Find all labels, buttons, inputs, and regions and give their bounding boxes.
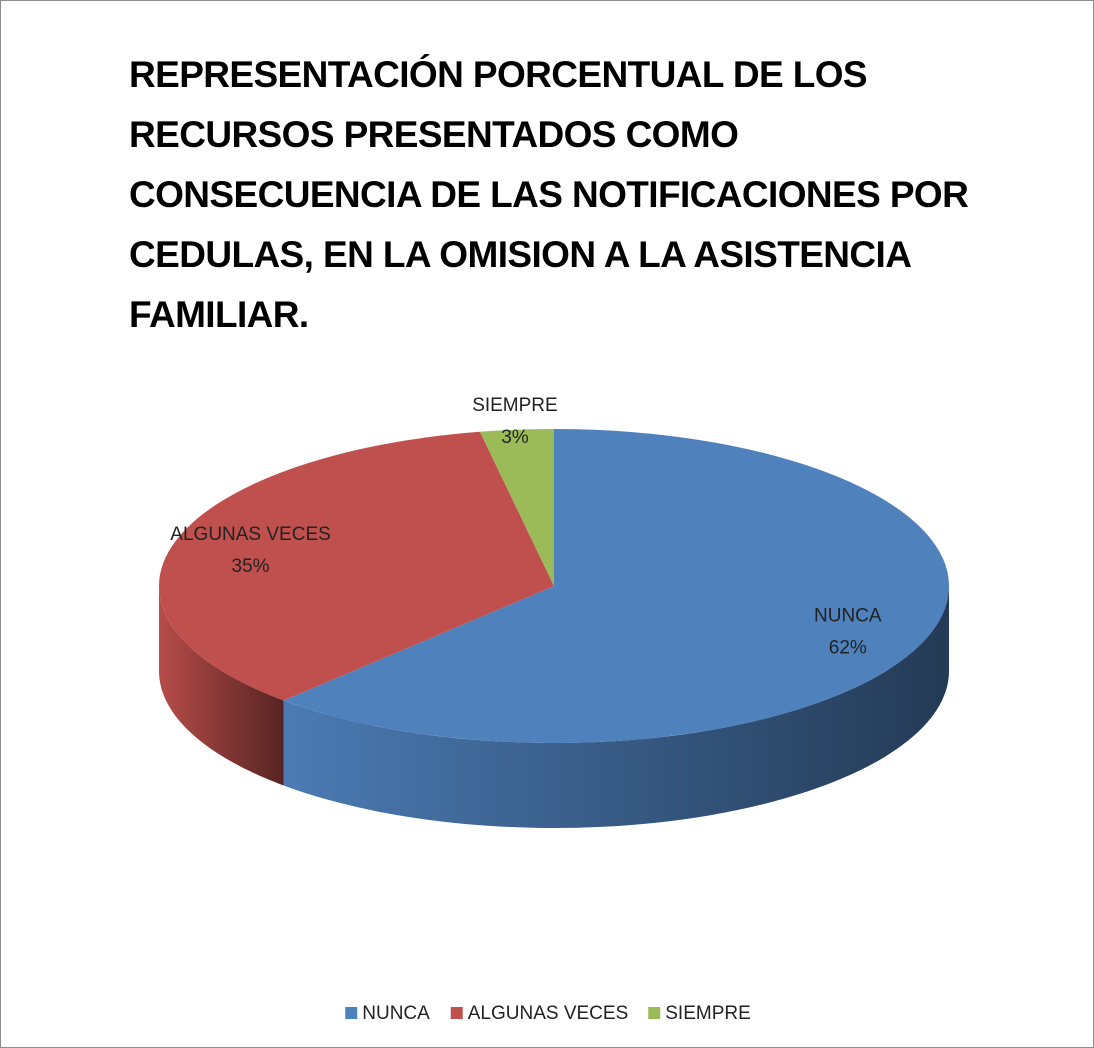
slice-side-shade [159,586,284,786]
legend-label: ALGUNAS VECES [468,1003,629,1024]
data-label-name: ALGUNAS VECES [170,524,331,545]
legend-swatch [345,1007,358,1019]
data-label: 3% [501,427,529,448]
data-label: 62% [829,637,867,658]
slice [479,429,554,586]
slice [158,431,554,701]
legend-swatch [450,1007,463,1019]
legend-swatch [648,1007,661,1019]
slice [283,429,949,743]
legend-label: NUNCA [362,1003,430,1024]
data-label: 35% [232,556,270,577]
legend-label: SIEMPRE [665,1003,751,1024]
slice-side-shade [283,586,949,829]
data-label-name: SIEMPRE [472,395,558,416]
chart-title: REPRESENTACIÓN PORCENTUAL DE LOS RECURSO… [129,54,969,335]
data-label-name: NUNCA [814,605,882,626]
